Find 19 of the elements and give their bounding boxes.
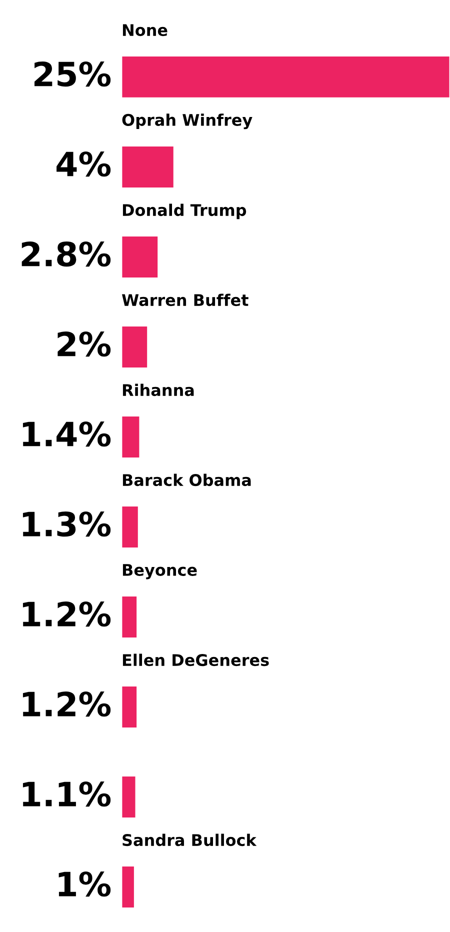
data-label: 1.1%: [22, 781, 111, 807]
y-tick-label: Warren Buffet: [122, 294, 248, 306]
data-label: 2%: [58, 331, 111, 357]
y-tick-label: None: [122, 24, 168, 36]
data-label: 1.2%: [22, 691, 111, 717]
data-label: 4%: [56, 151, 111, 177]
y-tick-label: Beyonce: [122, 564, 197, 580]
y-tick-label: Barack Obama: [122, 474, 251, 486]
data-label: 1.4%: [22, 421, 111, 447]
data-label: 1.3%: [22, 511, 111, 537]
data-label: 2.8%: [22, 241, 111, 267]
y-tick-label: Sandra Bullock: [122, 834, 257, 846]
data-label: 1.2%: [22, 601, 111, 627]
y-tick-label: Oprah Winfrey: [122, 114, 252, 130]
data-label: 1%: [58, 871, 111, 897]
y-tick-label: Rihanna: [122, 384, 194, 396]
y-tick-label: Ellen DeGeneres: [122, 654, 269, 666]
data-label: 25%: [34, 61, 111, 87]
y-tick-label: Donald Trump: [122, 204, 246, 220]
